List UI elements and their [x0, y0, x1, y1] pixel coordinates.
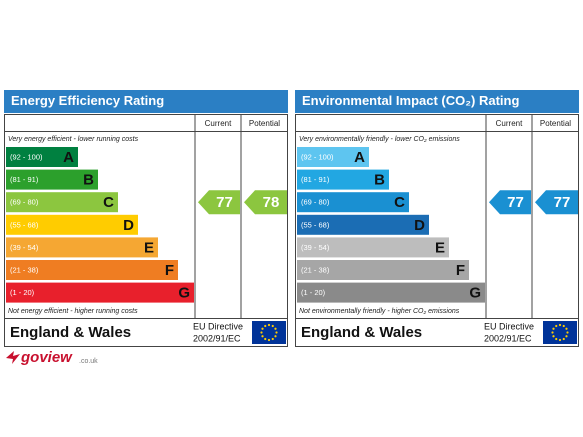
band-range: (92 - 100) [301, 152, 334, 161]
top-note: Very energy efficient - lower running co… [8, 136, 139, 143]
logo-brand: goview [20, 349, 73, 366]
band-letter: F [456, 262, 465, 279]
eu-star [551, 331, 554, 334]
eu-star [267, 323, 271, 327]
eu-star [261, 327, 264, 330]
eu-star [552, 327, 555, 330]
band-range: (1 - 20) [10, 288, 35, 297]
rating-band [6, 147, 78, 167]
band-range: (39 - 54) [10, 243, 39, 252]
rating-band [297, 282, 485, 303]
eu-star [275, 331, 278, 334]
eu-star [562, 324, 565, 328]
directive: EU Directive [193, 321, 243, 331]
eu-star [261, 335, 264, 338]
eu-star [274, 335, 277, 338]
rating-band [6, 192, 118, 213]
eu-star [274, 327, 277, 330]
band-range: (92 - 100) [10, 152, 43, 161]
eu-star [260, 331, 263, 334]
column-header: Current [496, 119, 523, 128]
band-range: (39 - 54) [301, 243, 330, 252]
band-range: (55 - 68) [10, 220, 39, 229]
band-range: (55 - 68) [301, 220, 330, 229]
eu-star [566, 331, 569, 334]
column-header: Potential [540, 119, 571, 128]
title-bar [4, 90, 288, 113]
rating-arrow [198, 190, 240, 215]
band-letter: E [435, 239, 445, 256]
column-header: Current [205, 119, 232, 128]
eu-star [555, 337, 558, 341]
band-range: (21 - 38) [10, 265, 39, 274]
band-letter: F [165, 262, 174, 279]
rating-band [6, 282, 194, 303]
eu-star [558, 323, 562, 327]
rating-band [6, 169, 98, 190]
band-letter: D [123, 217, 134, 234]
rating-value: 77 [507, 194, 524, 211]
eu-star [264, 324, 267, 328]
eu-star [565, 327, 568, 330]
panel-title: Environmental Impact (CO₂) Rating [302, 93, 519, 108]
band-letter: C [394, 194, 405, 211]
band-letter: C [103, 194, 114, 211]
rating-band [6, 260, 178, 280]
eu-star [558, 338, 562, 342]
eu-flag [252, 321, 286, 344]
eu-star [267, 338, 271, 342]
band-range: (69 - 80) [301, 198, 330, 207]
eu-star [264, 337, 267, 341]
rating-band [6, 237, 158, 258]
eu-star [552, 335, 555, 338]
band-range: (81 - 91) [301, 175, 330, 184]
logo-domain: .co.uk [79, 358, 98, 365]
panel-title: Energy Efficiency Rating [11, 93, 164, 108]
eu-flag [543, 321, 577, 344]
rating-arrow [244, 190, 287, 215]
eu-star [271, 324, 274, 328]
column-header: Potential [249, 119, 280, 128]
band-range: (21 - 38) [301, 265, 330, 274]
rating-band [297, 169, 389, 190]
band-letter: B [374, 172, 385, 189]
rating-value: 77 [554, 194, 571, 211]
band-range: (81 - 91) [10, 175, 39, 184]
band-letter: B [83, 172, 94, 189]
top-note: Very environmentally friendly - lower CO… [299, 136, 460, 143]
rating-band [6, 214, 138, 235]
eu-star [565, 335, 568, 338]
rating-value: 77 [216, 194, 233, 211]
bottom-note: Not environmentally friendly - higher CO… [299, 308, 460, 315]
rating-band [297, 192, 409, 213]
logo-icon [6, 351, 20, 364]
eu-star [271, 337, 274, 341]
region: England & Wales [301, 324, 422, 341]
band-letter: E [144, 239, 154, 256]
bottom-note: Not energy efficient - higher running co… [8, 308, 138, 315]
eu-star [555, 324, 558, 328]
directive: 2002/91/EC [193, 333, 241, 343]
rating-band [297, 260, 469, 280]
band-range: (69 - 80) [10, 198, 39, 207]
directive: EU Directive [484, 321, 534, 331]
rating-arrow [535, 190, 578, 215]
directive: 2002/91/EC [484, 333, 532, 343]
band-letter: G [469, 285, 481, 302]
band-letter: A [63, 149, 74, 166]
rating-band [297, 147, 369, 167]
title-bar [295, 90, 579, 113]
band-letter: A [354, 149, 365, 166]
band-range: (1 - 20) [301, 288, 326, 297]
rating-arrow [489, 190, 531, 215]
rating-value: 78 [263, 194, 280, 211]
rating-band [297, 237, 449, 258]
band-letter: G [178, 285, 190, 302]
region: England & Wales [10, 324, 131, 341]
rating-band [297, 214, 429, 235]
band-letter: D [414, 217, 425, 234]
eu-star [562, 337, 565, 341]
